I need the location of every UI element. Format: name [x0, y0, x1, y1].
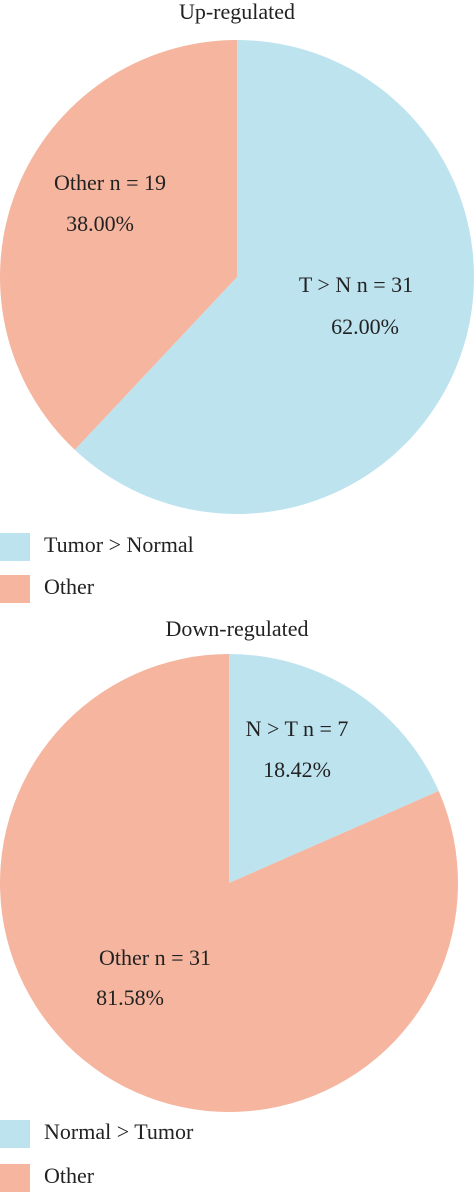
legend-label: Tumor > Normal: [44, 532, 194, 557]
legend-label: Other: [44, 574, 95, 599]
chart-title: Up-regulated: [179, 0, 295, 24]
slice-label: N > T n = 7: [246, 716, 349, 741]
legend-label: Normal > Tumor: [44, 1119, 194, 1144]
pie-slice: [74, 40, 474, 514]
chart-title: Down-regulated: [166, 616, 309, 641]
legend-swatch: [0, 575, 30, 603]
value-label: 18.42%: [263, 757, 331, 782]
pie-slice: [0, 40, 237, 450]
pie-slice: [229, 654, 439, 883]
legend-swatch: [0, 533, 30, 561]
value-label: 81.58%: [96, 985, 164, 1010]
value-label: 38.00%: [66, 211, 134, 236]
slice-label: Other n = 31: [99, 945, 211, 970]
legend-label: Other: [44, 1163, 95, 1188]
legend-swatch: [0, 1164, 30, 1192]
value-label: 62.00%: [331, 314, 399, 339]
slice-label: Other n = 19: [54, 170, 166, 195]
slice-label: T > N n = 31: [299, 272, 413, 297]
pie-slice: [0, 654, 458, 1112]
legend-swatch: [0, 1120, 30, 1148]
